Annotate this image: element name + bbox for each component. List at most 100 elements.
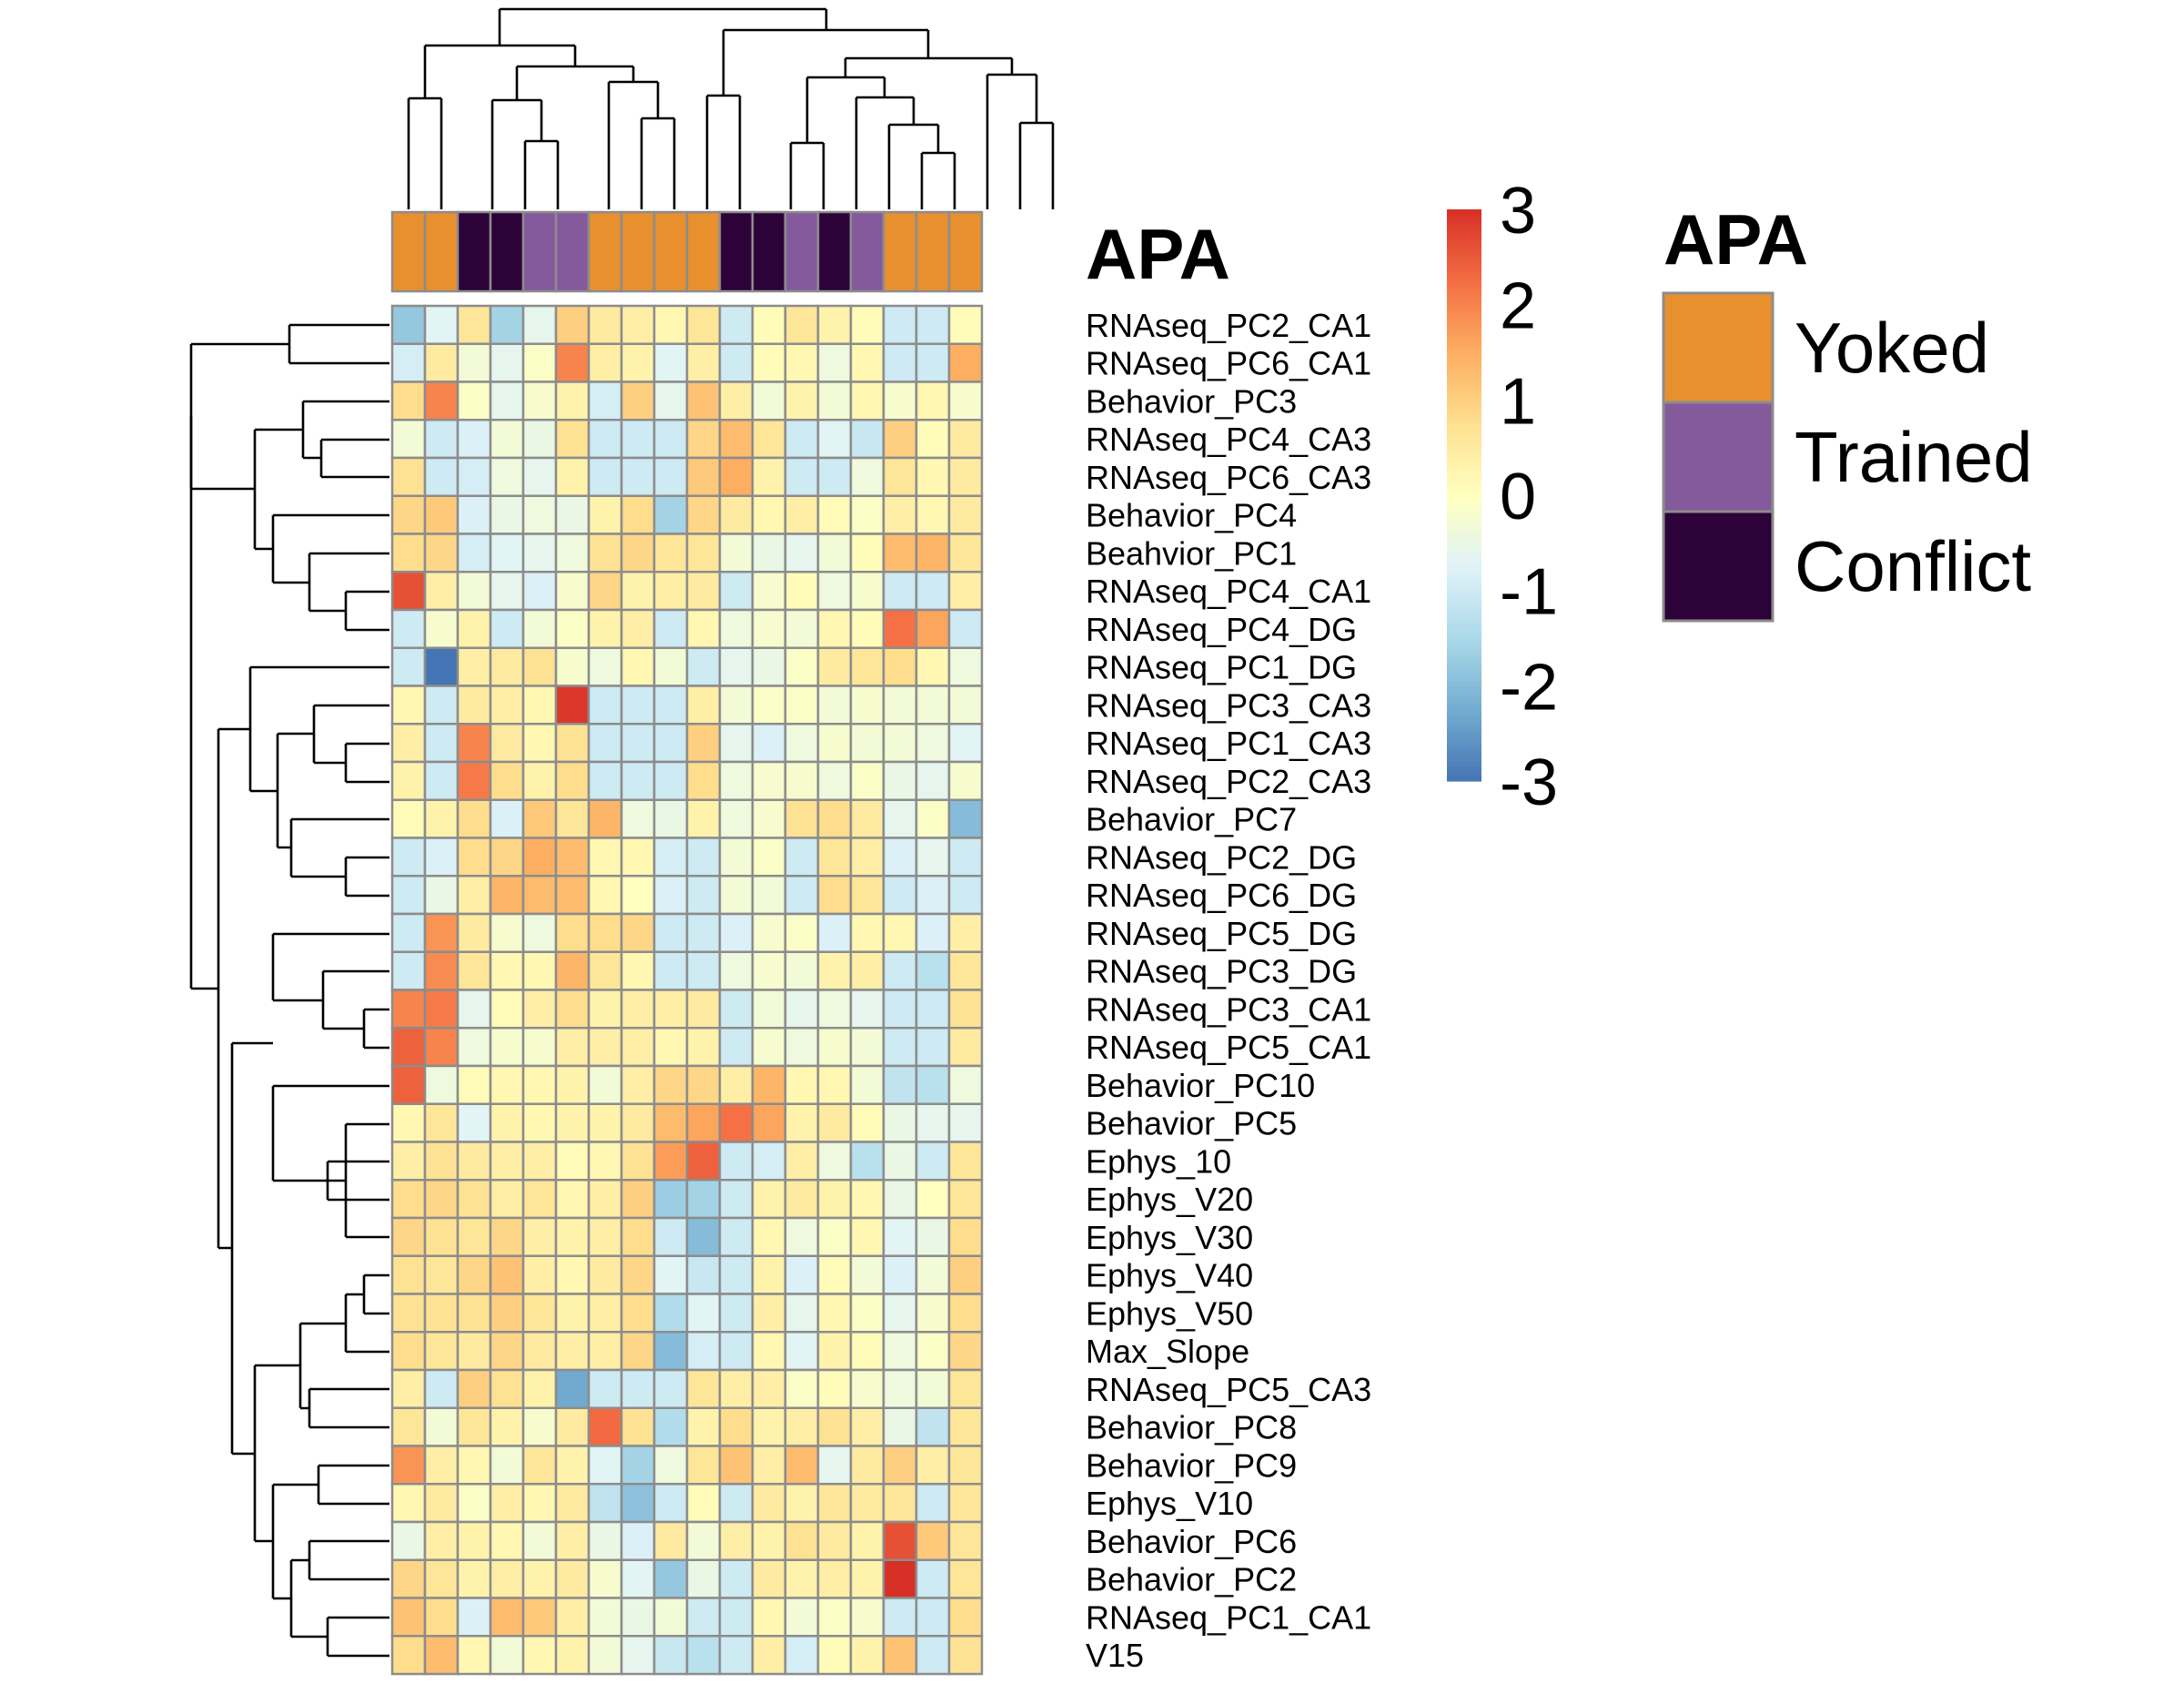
heatmap-cell [882, 1483, 918, 1524]
heatmap-cell [915, 760, 951, 801]
heatmap-cell [620, 1558, 656, 1599]
heatmap-cell [521, 1483, 558, 1524]
heatmap-cell [620, 1102, 656, 1143]
color-scale-segment [1447, 685, 1481, 692]
heatmap-cell [816, 1406, 853, 1447]
color-scale-segment [1447, 409, 1481, 415]
heatmap-cell [620, 456, 656, 497]
heatmap-cell [915, 837, 951, 878]
heatmap-cell [489, 646, 525, 687]
heatmap-cell [816, 1331, 853, 1372]
heatmap-cell [685, 1558, 722, 1599]
heatmap-cell [456, 875, 492, 916]
color-scale-segment [1447, 370, 1481, 377]
heatmap-cell [521, 1179, 558, 1220]
heatmap-cell [915, 494, 951, 535]
heatmap-cell [652, 342, 689, 383]
heatmap-cell [915, 875, 951, 916]
color-scale-segment [1447, 471, 1481, 477]
heatmap-cell [784, 798, 820, 839]
heatmap-cell [620, 342, 656, 383]
color-scale-segment [1447, 485, 1481, 492]
heatmap-cell [390, 1445, 427, 1486]
heatmap-cell [751, 798, 787, 839]
heatmap-cell [423, 1179, 460, 1220]
heatmap-cell [816, 646, 853, 687]
heatmap-cell [915, 304, 951, 345]
heatmap-cell [423, 1102, 460, 1143]
row-label: RNAseq_PC1_CA1 [1086, 1598, 1371, 1636]
heatmap-cell [652, 1254, 689, 1295]
heatmap-cell [456, 1216, 492, 1257]
heatmap-cell [718, 1558, 754, 1599]
heatmap-cell [751, 456, 787, 497]
heatmap-cell [390, 875, 427, 916]
row-label: Behavior_PC4 [1086, 497, 1297, 534]
heatmap-cell [423, 912, 460, 953]
color-scale-segment [1447, 575, 1481, 582]
heatmap-cell [554, 571, 591, 612]
heatmap-cell [554, 798, 591, 839]
heatmap-cell [915, 1635, 951, 1676]
heatmap-cell [587, 989, 623, 1030]
color-scale-segment [1447, 481, 1481, 487]
heatmap-cell [816, 1102, 853, 1143]
color-scale-segment [1447, 766, 1481, 773]
heatmap-cell [456, 837, 492, 878]
heatmap-cell [521, 1635, 558, 1676]
heatmap-cell [849, 1597, 885, 1638]
heatmap-cell [554, 1483, 591, 1524]
legend-label: Trained [1795, 417, 2033, 497]
color-scale-segment [1447, 600, 1481, 605]
row-dendrogram [189, 323, 389, 1658]
color-scale-segment [1447, 771, 1481, 777]
heatmap-cell [554, 912, 591, 953]
row-label: Behavior_PC6 [1086, 1523, 1297, 1560]
heatmap-cell [456, 1331, 492, 1372]
heatmap-cell [784, 494, 820, 535]
heatmap-cell [652, 1558, 689, 1599]
heatmap-cell [489, 1331, 525, 1372]
heatmap-cell [947, 1520, 984, 1561]
heatmap-cell [554, 608, 591, 649]
heatmap-cell [751, 837, 787, 878]
heatmap-cell [882, 723, 918, 764]
heatmap-cell [620, 1368, 656, 1409]
heatmap-cell [751, 304, 787, 345]
heatmap-cell [521, 1254, 558, 1295]
heatmap-cell [685, 1293, 722, 1334]
color-scale-segment [1447, 533, 1481, 539]
heatmap-cell [587, 1293, 623, 1334]
heatmap-cell [718, 1635, 754, 1676]
color-scale-segment [1447, 352, 1481, 358]
heatmap-cell [947, 989, 984, 1030]
heatmap-cell [816, 1635, 853, 1676]
heatmap-cell [620, 1597, 656, 1638]
heatmap-cell [849, 533, 885, 573]
heatmap-cell [521, 1141, 558, 1182]
heatmap-cell [882, 1520, 918, 1561]
heatmap-cell [718, 1141, 754, 1182]
heatmap-cell [587, 1597, 623, 1638]
heatmap-cell [915, 685, 951, 725]
heatmap-cell [718, 494, 754, 535]
heatmap-cell [521, 798, 558, 839]
color-scale-segment [1447, 380, 1481, 387]
heatmap-cell [816, 419, 853, 460]
heatmap-cell [489, 685, 525, 725]
heatmap-cell [652, 875, 689, 916]
annotation-cell [947, 210, 984, 293]
heatmap-cell [652, 1406, 689, 1447]
color-scale-segment [1447, 695, 1481, 701]
heatmap-cell [390, 950, 427, 991]
heatmap-cell [652, 1331, 689, 1372]
heatmap-cell [554, 989, 591, 1030]
heatmap-cell [423, 1483, 460, 1524]
heatmap-cell [947, 798, 984, 839]
heatmap-cell [718, 685, 754, 725]
heatmap-cell [423, 989, 460, 1030]
color-scale-segment [1447, 662, 1481, 667]
heatmap-cell [816, 1368, 853, 1409]
heatmap-cell [751, 1331, 787, 1372]
heatmap-cell [423, 875, 460, 916]
